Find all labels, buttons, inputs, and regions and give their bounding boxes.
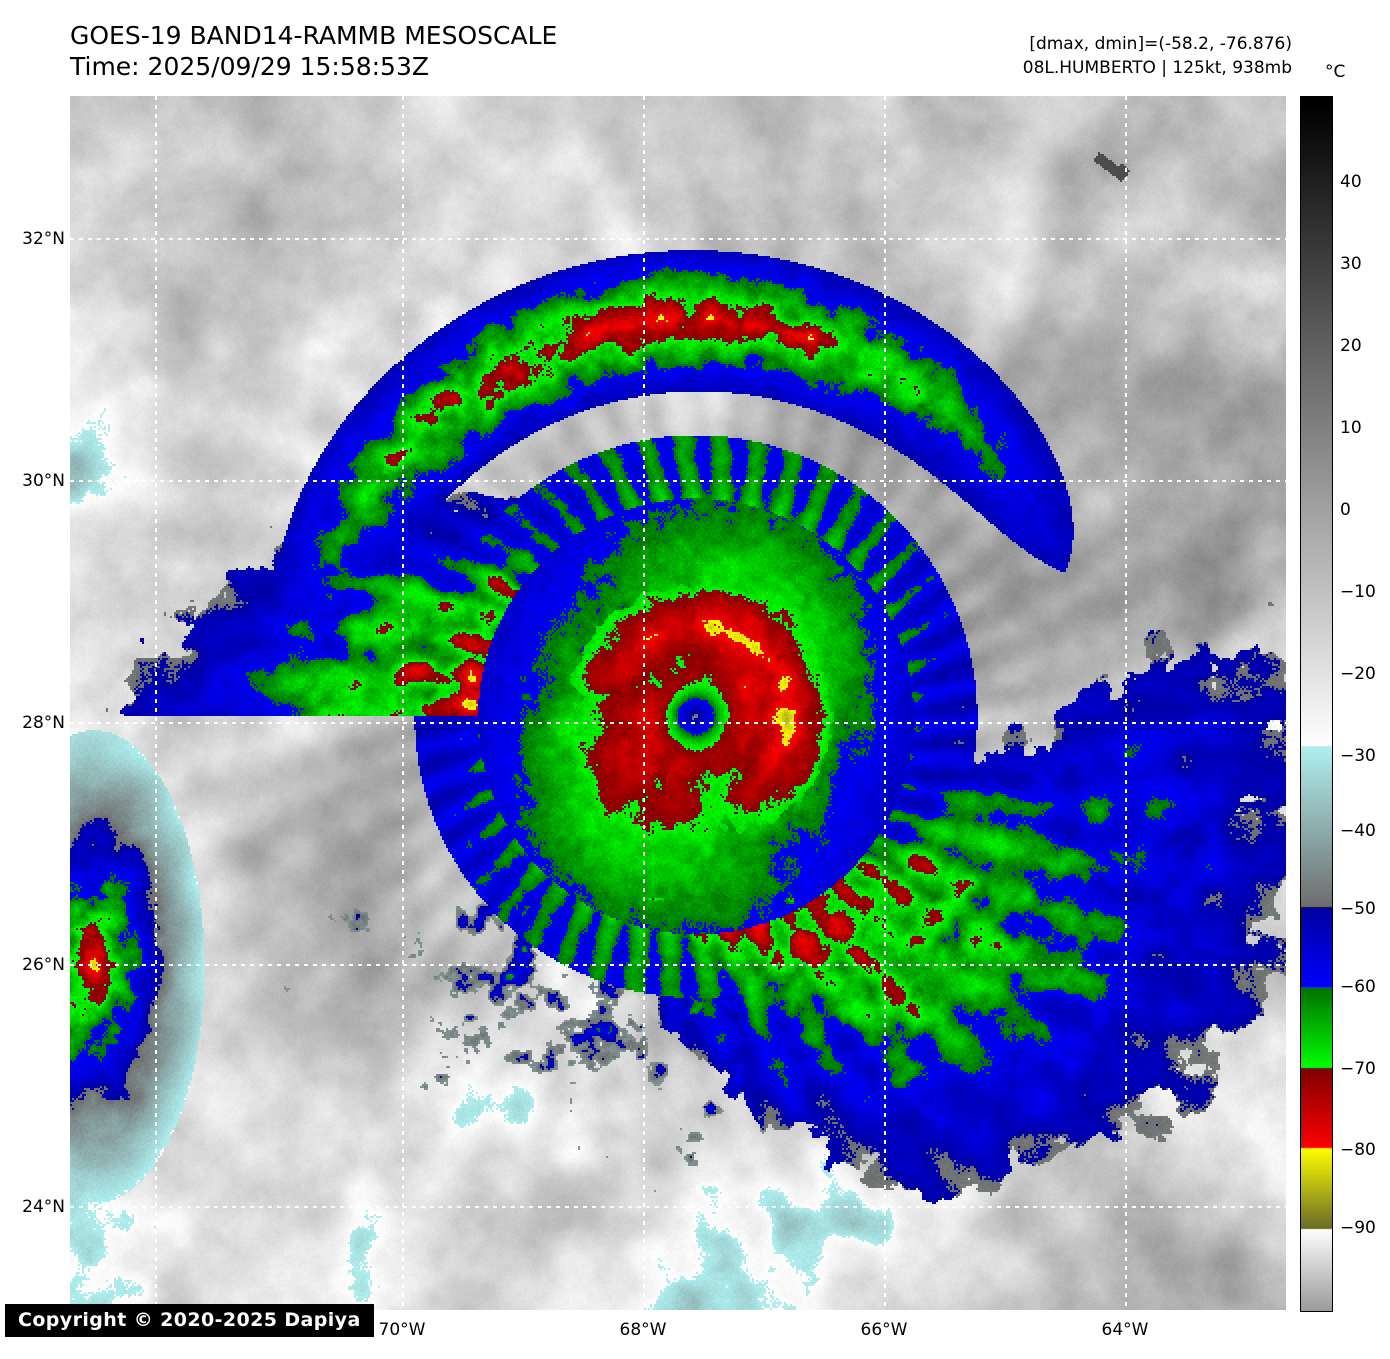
colorbar-tick-0: 0 xyxy=(1340,500,1351,520)
satellite-image-plot xyxy=(70,96,1286,1310)
colorbar-tick--40: −40 xyxy=(1340,821,1376,841)
colorbar xyxy=(1300,96,1333,1312)
colorbar-tick--50: −50 xyxy=(1340,899,1376,919)
colorbar-tick--30: −30 xyxy=(1340,746,1376,766)
dmax-dmin-label: [dmax, dmin]=(-58.2, -76.876) xyxy=(1029,34,1292,54)
colorbar-tick--90: −90 xyxy=(1340,1218,1376,1238)
colorbar-tick--10: −10 xyxy=(1340,582,1376,602)
lat-tick-label-28: 28°N xyxy=(22,713,65,733)
page-title: GOES-19 BAND14-RAMMB MESOSCALE xyxy=(70,21,558,50)
colorbar-tick-40: 40 xyxy=(1340,172,1362,192)
colorbar-tick--20: −20 xyxy=(1340,664,1376,684)
colorbar-tick--80: −80 xyxy=(1340,1140,1376,1160)
lat-tick-label-24: 24°N xyxy=(22,1197,65,1217)
metadata-block: [dmax, dmin]=(-58.2, -76.876) 08L.HUMBER… xyxy=(1023,32,1292,80)
copyright-watermark: Copyright © 2020-2025 Dapiya xyxy=(5,1304,374,1337)
title-block: GOES-19 BAND14-RAMMB MESOSCALE Time: 202… xyxy=(70,20,557,82)
colorbar-gradient xyxy=(1301,97,1332,1311)
storm-info-label: 08L.HUMBERTO | 125kt, 938mb xyxy=(1022,58,1292,78)
colorbar-tick--70: −70 xyxy=(1340,1059,1376,1079)
colorbar-tick-30: 30 xyxy=(1340,254,1362,274)
lat-tick-label-32: 32°N xyxy=(22,229,65,249)
colorbar-tick-10: 10 xyxy=(1340,418,1362,438)
lat-tick-label-26: 26°N xyxy=(22,955,65,975)
timestamp-label: Time: 2025/09/29 15:58:53Z xyxy=(70,52,429,81)
lon-tick-label-66: 66°W xyxy=(860,1320,908,1340)
satellite-imagery-canvas xyxy=(70,96,1286,1310)
lon-tick-label-68: 68°W xyxy=(619,1320,667,1340)
lon-tick-label-64: 64°W xyxy=(1101,1320,1149,1340)
colorbar-tick-20: 20 xyxy=(1340,336,1362,356)
lon-tick-label-70: 70°W xyxy=(378,1320,426,1340)
colorbar-tick--60: −60 xyxy=(1340,977,1376,997)
colorbar-units-label: °C xyxy=(1325,62,1346,82)
lat-tick-label-30: 30°N xyxy=(22,471,65,491)
